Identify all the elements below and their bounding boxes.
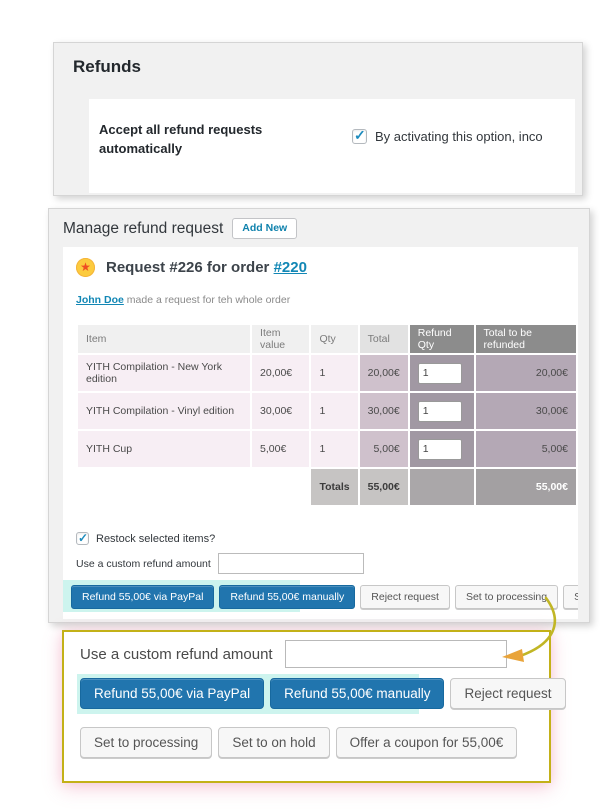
item-total: 30,00€ [359, 393, 408, 429]
custom-amount-label: Use a custom refund amount [76, 557, 211, 570]
item-value: 20,00€ [252, 355, 310, 391]
settings-panel-title: Refunds [73, 57, 141, 76]
table-row: YITH Compilation - Vinyl edition 30,00€ … [78, 393, 576, 429]
manage-panel-header: Manage refund request Add New [63, 218, 298, 239]
table-totals-row: Totals 55,00€ 55,00€ [78, 469, 576, 505]
add-new-button[interactable]: Add New [232, 218, 298, 239]
reject-request-button[interactable]: Reject request [360, 585, 450, 609]
item-refund-total: 20,00€ [475, 355, 576, 391]
refund-items-table: Item Item value Qty Total Refund Qty Tot… [76, 323, 578, 507]
table-row: YITH Compilation - New York edition 20,0… [78, 355, 576, 391]
item-value: 30,00€ [252, 393, 310, 429]
accept-refunds-option-label: Accept all refund requests automatically [99, 122, 263, 156]
set-processing-button[interactable]: Set to processing [80, 727, 213, 758]
set-on-hold-button[interactable]: Set to on hold [218, 727, 330, 758]
col-header-item-value: Item value [252, 325, 310, 353]
callout-buttons-row-2: Set to processing Set to on hold Offer a… [80, 727, 523, 758]
item-name: YITH Compilation - Vinyl edition [78, 393, 251, 429]
set-processing-button[interactable]: Set to processing [454, 585, 559, 609]
item-qty: 1 [311, 393, 358, 429]
col-header-item: Item [78, 325, 251, 353]
request-title: Request #226 for order #220 [106, 259, 307, 276]
accept-refunds-option: By activating this option, inco [352, 127, 543, 144]
callout-custom-amount-input[interactable] [284, 640, 507, 668]
refund-manually-button[interactable]: Refund 55,00€ manually [219, 585, 356, 609]
restock-option: Restock selected items? [76, 531, 216, 545]
order-link[interactable]: #220 [273, 259, 307, 276]
item-qty: 1 [311, 355, 358, 391]
totals-refund-total: 55,00€ [475, 469, 576, 505]
refund-request-card: ★ Request #226 for order #220 John Doe m… [63, 247, 578, 619]
table-header-row: Item Item value Qty Total Refund Qty Tot… [78, 325, 576, 353]
settings-option-box: Accept all refund requests automatically… [89, 99, 575, 193]
col-header-total-refunded: Total to be refunded [475, 325, 576, 353]
requester-link[interactable]: John Doe [76, 294, 124, 306]
zoom-callout-box: Use a custom refund amount Refund 55,00€… [62, 630, 566, 783]
offer-coupon-button[interactable]: Offer a coupon for 55,00€ [335, 727, 518, 758]
refund-settings-panel: Refunds Accept all refund requests autom… [53, 42, 583, 196]
manage-refund-request-panel: Manage refund request Add New ★ Request … [48, 208, 590, 623]
totals-total: 55,00€ [359, 469, 408, 505]
refund-qty-input[interactable] [417, 400, 462, 422]
refund-paypal-button[interactable]: Refund 55,00€ via PayPal [80, 678, 265, 709]
callout-custom-amount-label: Use a custom refund amount [80, 645, 273, 663]
item-total: 5,00€ [359, 431, 408, 467]
custom-amount-row: Use a custom refund amount [76, 553, 364, 574]
item-value: 5,00€ [252, 431, 310, 467]
item-refund-total: 5,00€ [475, 431, 576, 467]
item-qty: 1 [311, 431, 358, 467]
custom-amount-input[interactable] [217, 553, 364, 574]
item-name: YITH Compilation - New York edition [78, 355, 251, 391]
table-row: YITH Cup 5,00€ 1 5,00€ 5,00€ [78, 431, 576, 467]
request-header: ★ Request #226 for order #220 [76, 258, 307, 277]
col-header-total: Total [359, 325, 408, 353]
item-total: 20,00€ [359, 355, 408, 391]
accept-refunds-checkbox[interactable] [352, 127, 367, 144]
request-note-text: made a request for teh whole order [126, 294, 291, 306]
item-name: YITH Cup [78, 431, 251, 467]
request-note: John Doe made a request for teh whole or… [76, 294, 290, 306]
refund-paypal-button[interactable]: Refund 55,00€ via PayPal [71, 585, 215, 609]
request-title-text: Request #226 for order [106, 259, 270, 276]
item-refund-total: 30,00€ [475, 393, 576, 429]
totals-label: Totals [311, 469, 358, 505]
callout-custom-amount-row: Use a custom refund amount [80, 640, 507, 668]
refund-qty-input[interactable] [417, 438, 462, 460]
refund-qty-input[interactable] [417, 362, 462, 384]
annotation-arrow-icon [502, 596, 557, 662]
col-header-qty: Qty [311, 325, 358, 353]
reject-request-button[interactable]: Reject request [450, 678, 566, 709]
accept-refunds-checkbox-text: By activating this option, inco [375, 129, 543, 144]
restock-checkbox[interactable] [76, 531, 89, 545]
col-header-refund-qty: Refund Qty [409, 325, 474, 353]
set-on-hold-button[interactable]: Set to on hold [563, 585, 578, 609]
action-buttons-row: Refund 55,00€ via PayPal Refund 55,00€ m… [71, 585, 578, 609]
restock-label: Restock selected items? [96, 532, 216, 545]
callout-buttons-row-1: Refund 55,00€ via PayPal Refund 55,00€ m… [80, 678, 572, 709]
star-icon: ★ [76, 258, 95, 277]
refund-manually-button[interactable]: Refund 55,00€ manually [270, 678, 445, 709]
manage-panel-title: Manage refund request [63, 219, 224, 237]
